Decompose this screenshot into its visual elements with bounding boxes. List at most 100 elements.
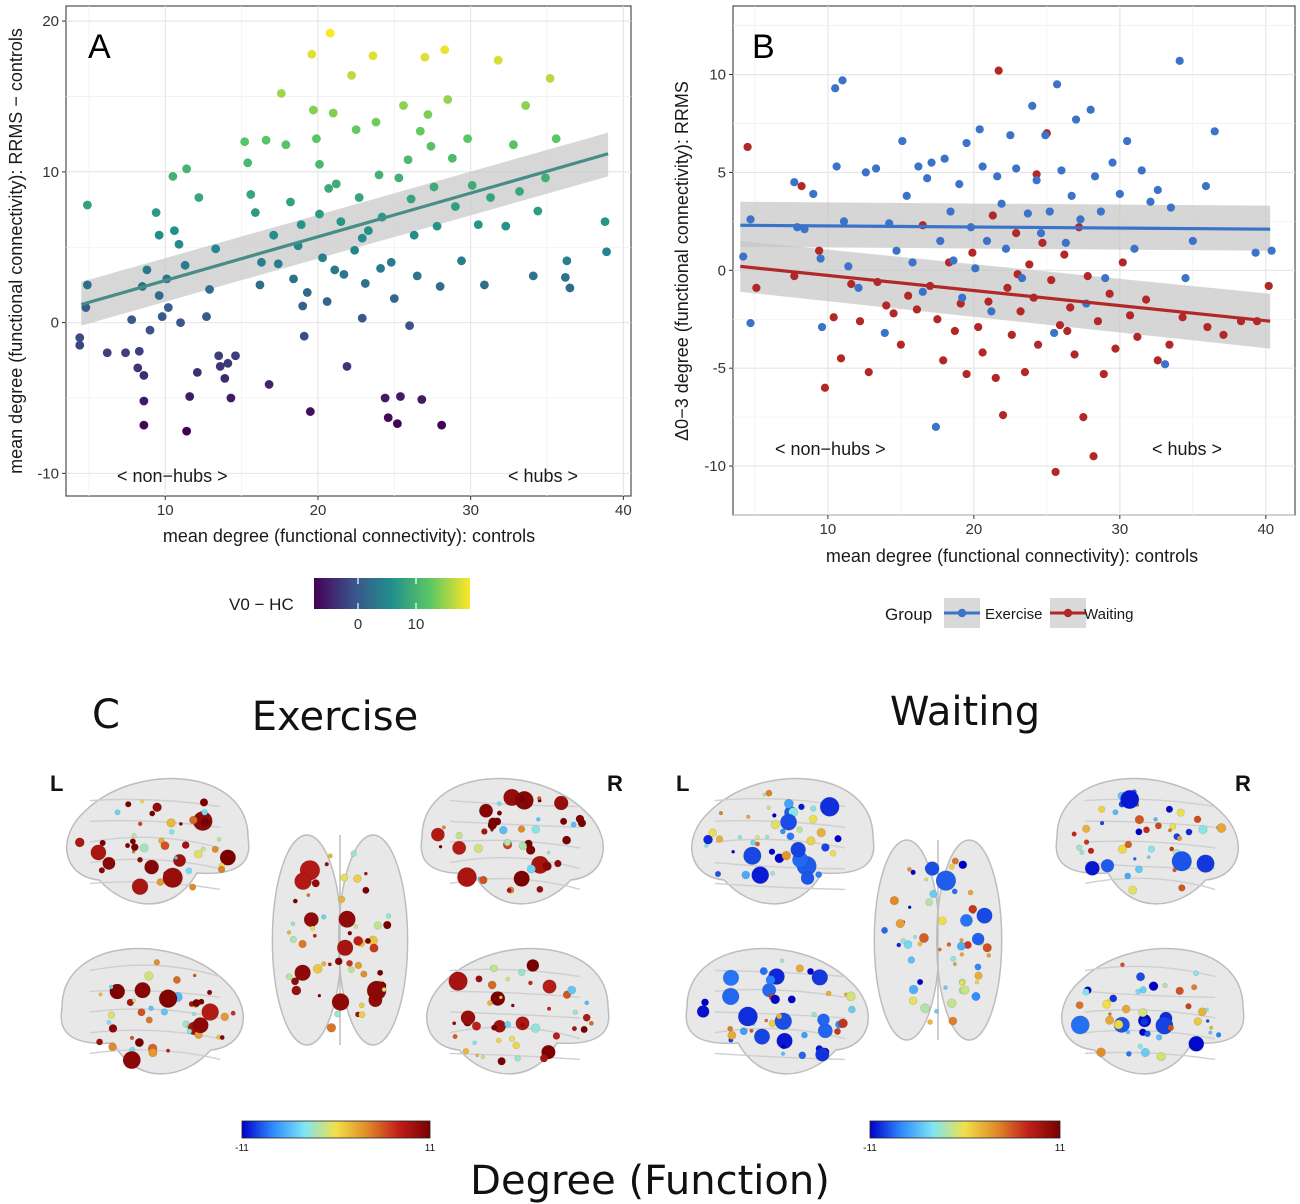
panel-b-point-exercise	[993, 172, 1002, 181]
panel-b-point-waiting	[829, 313, 838, 322]
panel-b-point-exercise	[1041, 131, 1050, 140]
panel-a-data-point	[360, 279, 370, 288]
panel-b-point-exercise	[1181, 274, 1190, 283]
panel-a-data-point	[231, 351, 240, 361]
panel-b-point-waiting	[847, 279, 856, 289]
panel-b-point-waiting	[889, 309, 898, 318]
panel-a-data-point	[423, 110, 433, 119]
panel-a-colorbar-tick-0: 0	[354, 616, 362, 633]
panel-b-point-exercise	[844, 262, 853, 271]
panel-b-point-waiting	[882, 301, 891, 310]
panel-b-point-exercise	[1067, 191, 1076, 200]
panel-a-data-point	[257, 257, 266, 267]
panel-b-point-exercise	[1086, 105, 1095, 114]
panel-a-data-point	[405, 321, 414, 331]
panel-a-colorbar-title: V0 − HC	[229, 595, 294, 614]
legend-label-exercise: Exercise	[985, 606, 1043, 623]
panel-a-data-point	[493, 55, 503, 65]
panel-a-data-point	[322, 297, 332, 306]
panel-a-data-point	[121, 348, 130, 358]
panel-a-data-point	[182, 164, 192, 174]
panel-b-y-tick-label: -10	[704, 458, 726, 475]
panel-a-data-point	[380, 393, 390, 403]
panel-b-point-exercise	[908, 258, 917, 267]
panel-a-data-point	[403, 155, 413, 165]
panel-a-points	[75, 28, 611, 436]
panel-b-legend-title: Group	[885, 605, 932, 624]
panel-a-data-point	[133, 363, 143, 373]
panel-b-point-waiting	[991, 373, 1000, 383]
panel-b-point-exercise	[746, 319, 755, 328]
panel-a-data-point	[357, 233, 367, 243]
panel-a-data-point	[331, 179, 341, 189]
panel-b-point-waiting	[836, 354, 846, 363]
panel-a-data-point	[273, 259, 283, 269]
panel-a-data-point	[565, 283, 575, 293]
panel-b-point-waiting	[1025, 260, 1034, 269]
panel-b-point-waiting	[1003, 283, 1012, 293]
panel-a-data-point	[396, 392, 405, 401]
panel-b-y-axis-title: Δ0−3 degree (functional connectivity): R…	[672, 81, 692, 441]
exercise-brain-dorsal	[271, 834, 409, 1046]
panel-a-data-point	[560, 272, 570, 282]
panel-a-data-point	[182, 426, 192, 436]
panel-a-data-point	[276, 89, 286, 98]
panel-a: 10 20 30 40 -10 0 10 20 A < non−hubs > < hubs >…	[6, 5, 632, 633]
panel-b-point-exercise	[832, 162, 841, 171]
panel-a-data-point	[501, 221, 511, 231]
panel-b-point-exercise	[1188, 236, 1197, 246]
panel-b-y-tick-label: 5	[718, 164, 726, 181]
panel-b-point-exercise	[1210, 127, 1219, 136]
legend-item-exercise: Exercise	[944, 598, 1043, 628]
panel-b-point-exercise	[918, 287, 927, 296]
panel-b-point-exercise	[1017, 274, 1027, 283]
panel-b-point-exercise	[746, 215, 755, 224]
panel-a-data-point	[528, 271, 538, 281]
panel-b-points	[739, 56, 1276, 477]
panel-a-x-tick-label: 40	[615, 502, 632, 519]
panel-a-data-point	[551, 134, 561, 144]
panel-a-data-point	[305, 407, 315, 416]
panel-a-data-point	[151, 208, 161, 217]
panel-a-data-point	[417, 395, 427, 404]
panel-a-data-point	[541, 173, 550, 183]
panel-a-data-point	[521, 101, 531, 110]
panel-a-data-point	[214, 351, 224, 361]
panel-b-point-exercise	[1012, 164, 1021, 173]
exercise-degree-colorbar	[241, 1120, 431, 1139]
panel-b-x-tick-label: 40	[1257, 521, 1274, 538]
panel-b-point-waiting	[855, 317, 865, 326]
panel-a-data-point	[368, 51, 378, 61]
waiting-brain-left-lateral	[691, 777, 875, 905]
panel-a-data-point	[350, 245, 360, 255]
panel-a-data-point	[211, 244, 221, 254]
panel-a-data-point	[75, 340, 85, 350]
panel-a-data-point	[264, 380, 274, 389]
panel-a-data-point	[328, 108, 338, 118]
panel-b-point-waiting	[904, 291, 913, 300]
panel-a-hubs-annotation: < hubs >	[508, 466, 578, 486]
panel-a-data-point	[312, 134, 321, 144]
exercise-colorbar-max: 11	[425, 1143, 436, 1154]
waiting-colorbar-max: 11	[1055, 1143, 1066, 1154]
panel-b-point-exercise	[790, 178, 799, 187]
panel-b-point-exercise	[1108, 158, 1117, 167]
panel-b-point-waiting	[1118, 258, 1127, 267]
panel-b-regression-line-exercise	[740, 223, 1271, 231]
panel-b-point-waiting	[974, 322, 983, 332]
panel-b-point-waiting	[994, 66, 1003, 75]
panel-b-x-tick-label: 10	[820, 521, 837, 538]
panel-b-point-exercise	[923, 174, 932, 183]
panel-c-title-exercise: Exercise	[252, 694, 418, 740]
panel-a-data-point	[457, 256, 466, 266]
panel-a-data-point	[339, 269, 349, 279]
panel-b-point-waiting	[912, 305, 922, 314]
panel-b-point-exercise	[975, 125, 984, 134]
panel-a-data-point	[194, 193, 204, 202]
panel-b-point-exercise	[958, 293, 967, 302]
panel-a-data-point	[602, 247, 611, 257]
panel-a-y-tick-label: 10	[42, 164, 59, 181]
panel-b-point-exercise	[1057, 166, 1066, 175]
panel-b-point-waiting	[743, 142, 752, 152]
panel-b-y-tick-label: 10	[709, 67, 726, 84]
